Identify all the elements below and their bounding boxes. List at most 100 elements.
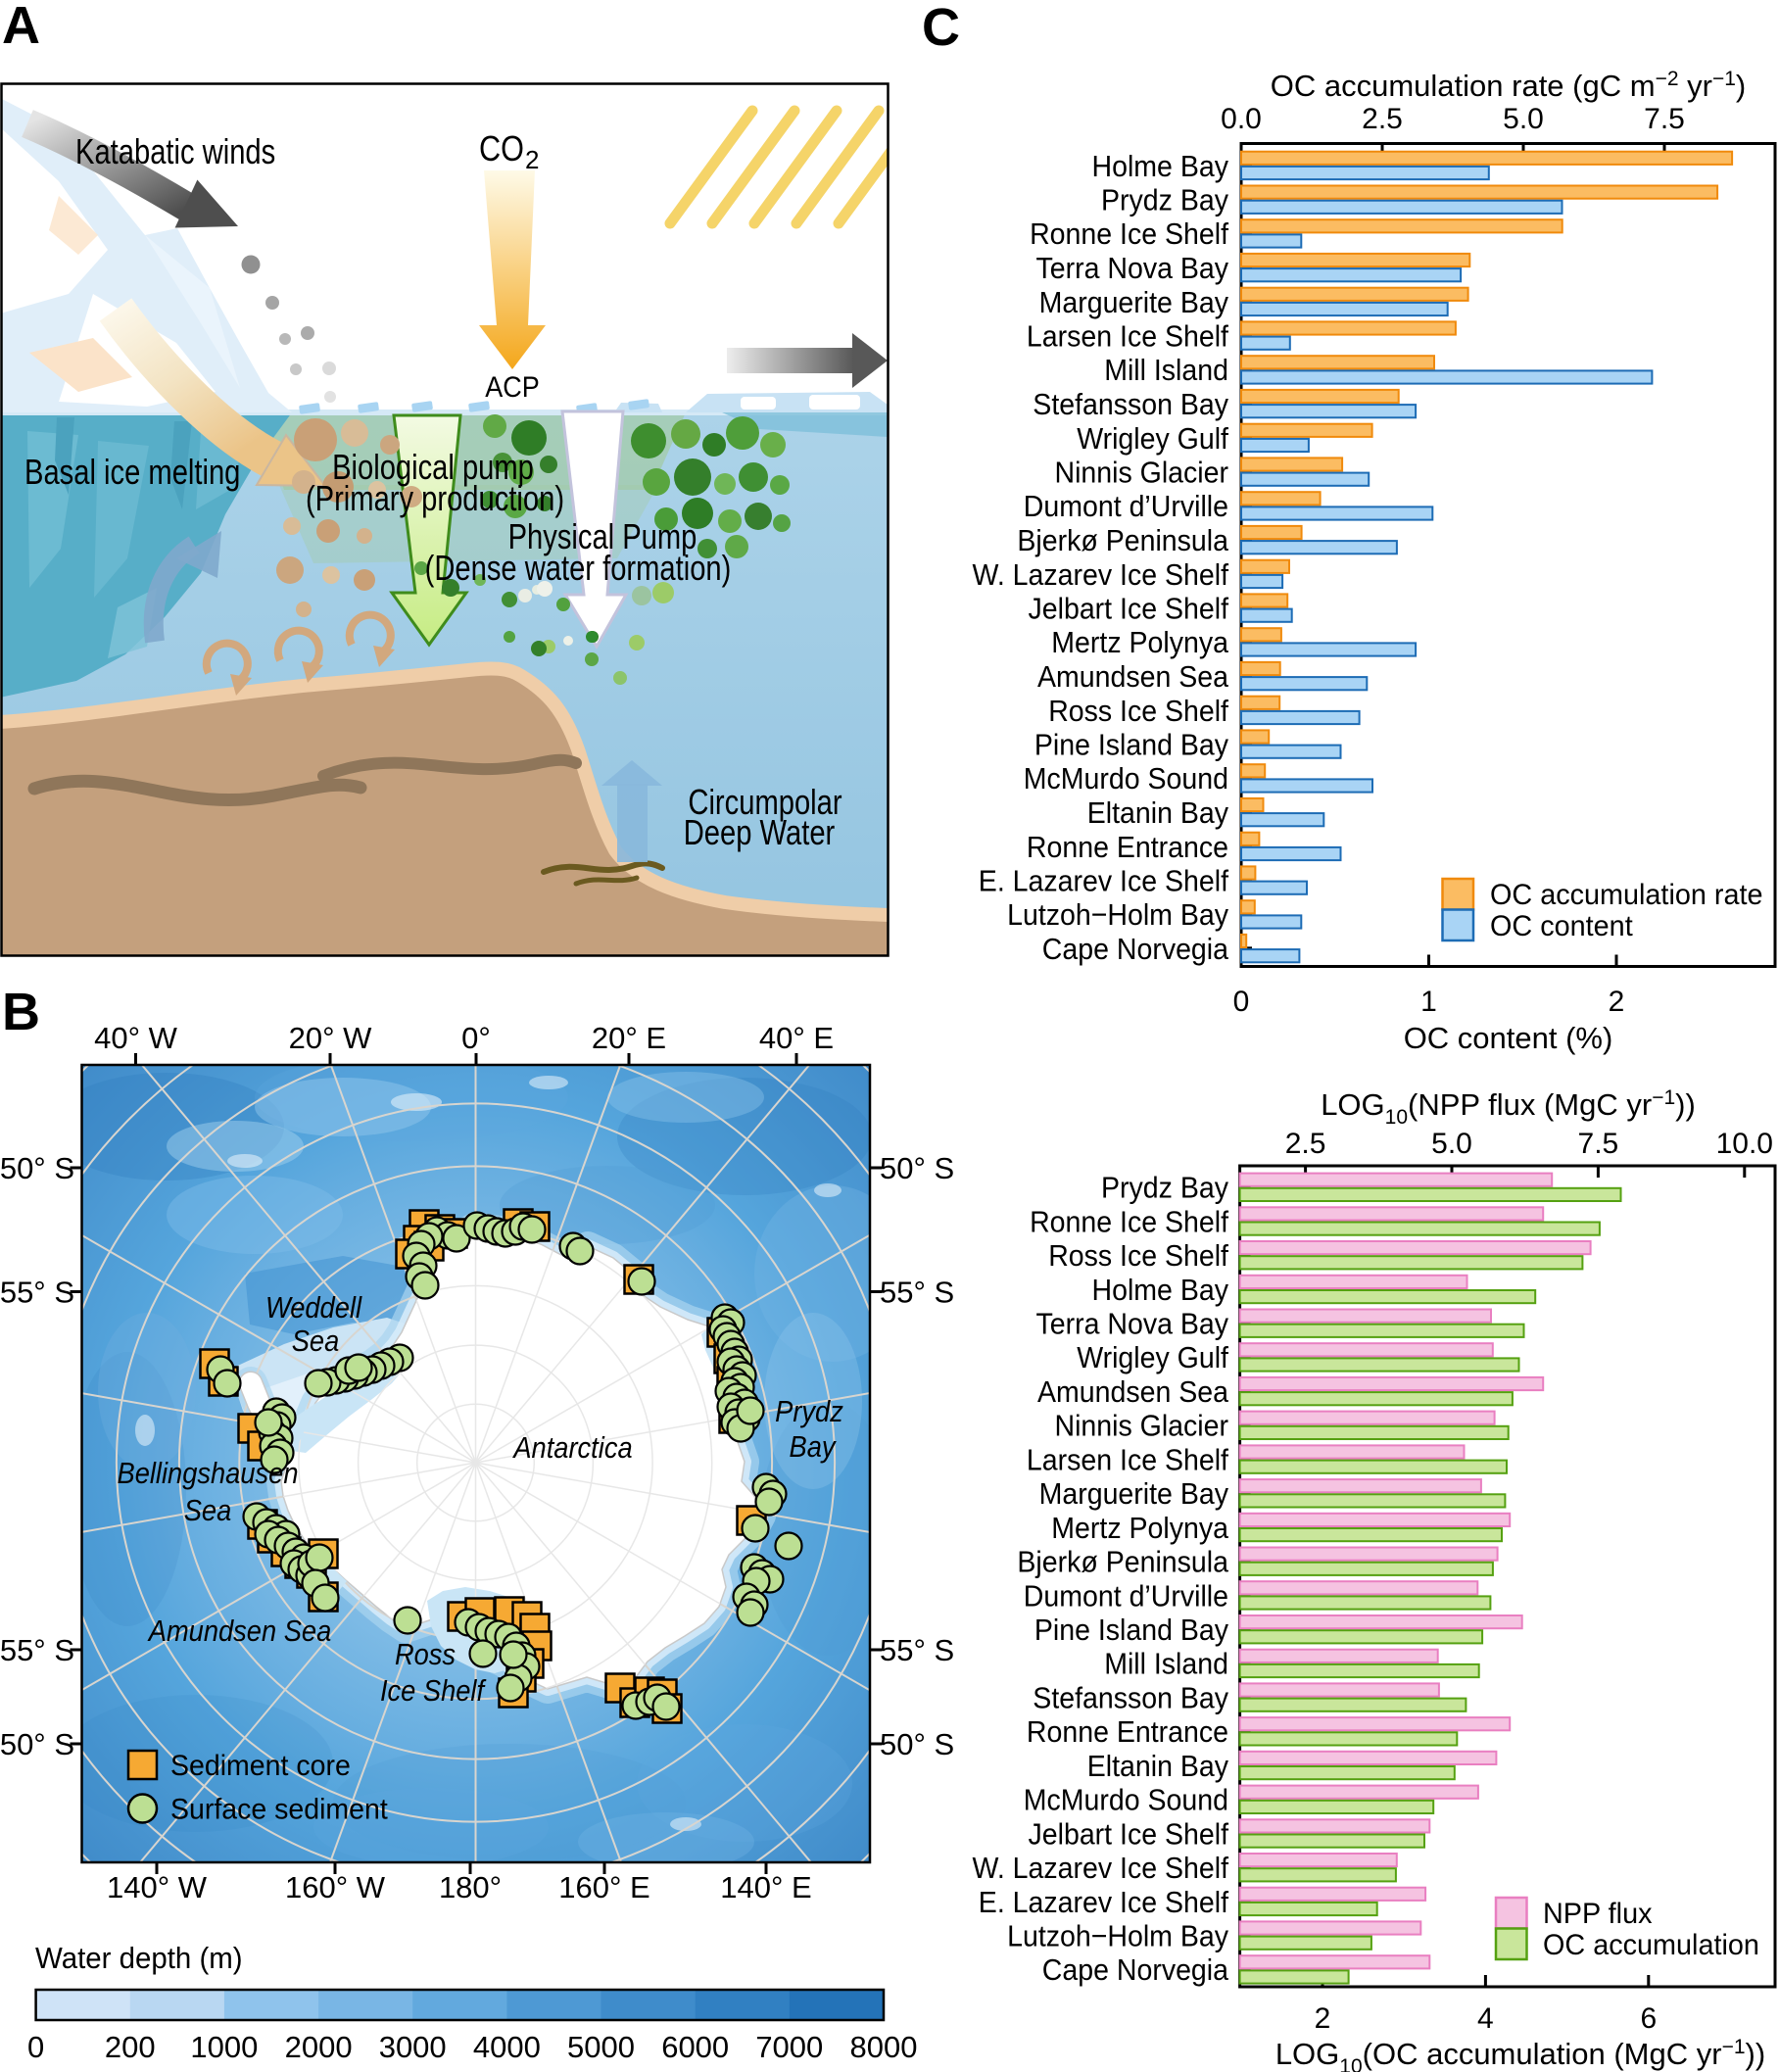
svg-text:Pine Island Bay: Pine Island Bay — [1034, 728, 1229, 762]
svg-text:Jelbart Ice Shelf: Jelbart Ice Shelf — [1029, 592, 1229, 626]
svg-text:CO: CO — [479, 128, 524, 169]
svg-text:1000: 1000 — [190, 2030, 258, 2064]
svg-text:W. Lazarev Ice Shelf: W. Lazarev Ice Shelf — [973, 557, 1229, 592]
svg-text:OC accumulation rate: OC accumulation rate — [1490, 879, 1763, 911]
svg-text:Sea: Sea — [292, 1324, 340, 1358]
svg-text:Ross: Ross — [395, 1637, 456, 1671]
svg-text:Ross Ice Shelf: Ross Ice Shelf — [1048, 694, 1228, 728]
svg-text:Amundsen Sea: Amundsen Sea — [147, 1614, 331, 1648]
svg-text:LOG10(OC accumulation (MgC yr−: LOG10(OC accumulation (MgC yr−1)) — [1275, 2036, 1765, 2072]
svg-text:200: 200 — [105, 2030, 156, 2064]
svg-text:Terra Nova Bay: Terra Nova Bay — [1036, 1307, 1229, 1341]
svg-text:Bay: Bay — [790, 1429, 838, 1464]
svg-text:Cape Norvegia: Cape Norvegia — [1042, 1952, 1229, 1987]
svg-text:2000: 2000 — [285, 2030, 353, 2064]
svg-text:Stefansson Bay: Stefansson Bay — [1033, 1680, 1228, 1714]
svg-text:140° W: 140° W — [107, 1870, 208, 1904]
svg-text:Wrigley Gulf: Wrigley Gulf — [1077, 421, 1228, 456]
svg-text:Ninnis Glacier: Ninnis Glacier — [1055, 456, 1229, 490]
svg-text:OC accumulation: OC accumulation — [1543, 1929, 1759, 1961]
svg-text:140° E: 140° E — [720, 1870, 811, 1904]
svg-text:Lutzoh−Holm Bay: Lutzoh−Holm Bay — [1007, 1919, 1228, 1953]
svg-text:40° E: 40° E — [759, 1021, 834, 1055]
svg-text:0.0: 0.0 — [1221, 103, 1262, 135]
svg-text:Lutzoh−Holm Bay: Lutzoh−Holm Bay — [1007, 897, 1228, 932]
svg-text:2.5: 2.5 — [1362, 103, 1403, 135]
svg-text:Amundsen Sea: Amundsen Sea — [1037, 1374, 1229, 1409]
svg-text:Ice Shelf: Ice Shelf — [380, 1673, 487, 1708]
svg-text:55° S: 55° S — [880, 1275, 954, 1309]
svg-text:20° E: 20° E — [592, 1021, 666, 1055]
svg-text:Weddell: Weddell — [265, 1290, 362, 1325]
svg-text:ACP: ACP — [485, 371, 540, 404]
svg-text:4: 4 — [1477, 2002, 1494, 2035]
svg-text:Ronne Entrance: Ronne Entrance — [1027, 830, 1228, 864]
svg-text:Eltanin Bay: Eltanin Bay — [1087, 1749, 1229, 1783]
svg-text:Dumont d’Urville: Dumont d’Urville — [1024, 1578, 1228, 1613]
svg-text:Ninnis Glacier: Ninnis Glacier — [1055, 1409, 1229, 1443]
svg-text:C: C — [922, 0, 960, 57]
svg-text:OC accumulation rate (gC m−2 y: OC accumulation rate (gC m−2 yr−1) — [1271, 68, 1746, 103]
svg-text:(Dense water formation): (Dense water formation) — [425, 548, 732, 588]
svg-text:Ross Ice Shelf: Ross Ice Shelf — [1048, 1238, 1228, 1273]
svg-text:Physical Pump: Physical Pump — [508, 516, 697, 556]
svg-text:Mill Island: Mill Island — [1104, 353, 1228, 387]
svg-text:0: 0 — [27, 2030, 44, 2064]
svg-text:Antarctica: Antarctica — [512, 1430, 633, 1465]
svg-text:8000: 8000 — [850, 2030, 918, 2064]
svg-text:Sea: Sea — [184, 1493, 232, 1527]
svg-text:7.5: 7.5 — [1644, 103, 1685, 135]
svg-text:Terra Nova Bay: Terra Nova Bay — [1036, 251, 1229, 285]
svg-text:Cape Norvegia: Cape Norvegia — [1042, 932, 1229, 966]
svg-text:7.5: 7.5 — [1578, 1128, 1619, 1160]
svg-text:Holme Bay: Holme Bay — [1092, 1273, 1229, 1307]
svg-text:Biological pump: Biological pump — [332, 447, 534, 487]
svg-text:Surface sediment: Surface sediment — [170, 1794, 388, 1826]
svg-text:7000: 7000 — [755, 2030, 823, 2064]
svg-text:Pine Island Bay: Pine Island Bay — [1034, 1613, 1229, 1647]
svg-text:OC content (%): OC content (%) — [1404, 1021, 1613, 1055]
svg-text:6000: 6000 — [661, 2030, 729, 2064]
svg-text:Amundsen Sea: Amundsen Sea — [1037, 659, 1229, 694]
svg-text:5.0: 5.0 — [1431, 1128, 1472, 1160]
svg-text:Prydz Bay: Prydz Bay — [1101, 183, 1228, 217]
svg-text:McMurdo Sound: McMurdo Sound — [1024, 761, 1228, 795]
svg-text:Katabatic winds: Katabatic winds — [75, 131, 275, 171]
svg-text:E. Lazarev Ice Shelf: E. Lazarev Ice Shelf — [979, 864, 1229, 898]
svg-text:Larsen Ice Shelf: Larsen Ice Shelf — [1027, 1442, 1228, 1476]
svg-text:Mill Island: Mill Island — [1104, 1647, 1228, 1681]
svg-text:NPP flux: NPP flux — [1543, 1898, 1653, 1930]
svg-text:Prydz Bay: Prydz Bay — [1101, 1171, 1228, 1205]
svg-text:2.5: 2.5 — [1285, 1128, 1326, 1160]
svg-text:Mertz Polynya: Mertz Polynya — [1051, 625, 1228, 659]
svg-text:5.0: 5.0 — [1503, 103, 1544, 135]
svg-text:B: B — [2, 983, 40, 1041]
svg-text:50° S: 50° S — [0, 1727, 74, 1761]
svg-text:McMurdo Sound: McMurdo Sound — [1024, 1783, 1228, 1817]
svg-text:Eltanin Bay: Eltanin Bay — [1087, 795, 1229, 830]
svg-text:Ronne Entrance: Ronne Entrance — [1027, 1714, 1228, 1749]
svg-text:2: 2 — [1609, 986, 1625, 1018]
svg-text:Marguerite Bay: Marguerite Bay — [1039, 1476, 1229, 1511]
svg-text:Larsen Ice Shelf: Larsen Ice Shelf — [1027, 319, 1228, 354]
svg-text:LOG10(NPP flux (MgC yr−1)): LOG10(NPP flux (MgC yr−1)) — [1321, 1086, 1696, 1129]
svg-text:Wrigley Gulf: Wrigley Gulf — [1077, 1340, 1228, 1374]
svg-text:4000: 4000 — [473, 2030, 541, 2064]
svg-text:10.0: 10.0 — [1716, 1128, 1773, 1160]
svg-text:2: 2 — [525, 145, 539, 174]
svg-text:55° S: 55° S — [880, 1633, 954, 1667]
svg-text:Bjerkø Peninsula: Bjerkø Peninsula — [1017, 523, 1228, 557]
svg-text:160° E: 160° E — [558, 1870, 649, 1904]
svg-text:Jelbart Ice Shelf: Jelbart Ice Shelf — [1029, 1816, 1229, 1851]
svg-text:W. Lazarev Ice Shelf: W. Lazarev Ice Shelf — [973, 1851, 1229, 1885]
svg-text:Sediment core: Sediment core — [170, 1750, 351, 1782]
svg-text:55° S: 55° S — [0, 1633, 74, 1667]
svg-text:Ronne Ice Shelf: Ronne Ice Shelf — [1030, 1204, 1228, 1238]
svg-text:E. Lazarev Ice Shelf: E. Lazarev Ice Shelf — [979, 1885, 1229, 1919]
svg-text:Marguerite Bay: Marguerite Bay — [1039, 285, 1229, 319]
svg-text:50° S: 50° S — [880, 1727, 954, 1761]
svg-text:Basal ice melting: Basal ice melting — [24, 452, 240, 492]
svg-text:55° S: 55° S — [0, 1275, 74, 1309]
svg-text:0: 0 — [1233, 986, 1250, 1018]
svg-text:180°: 180° — [439, 1870, 502, 1904]
